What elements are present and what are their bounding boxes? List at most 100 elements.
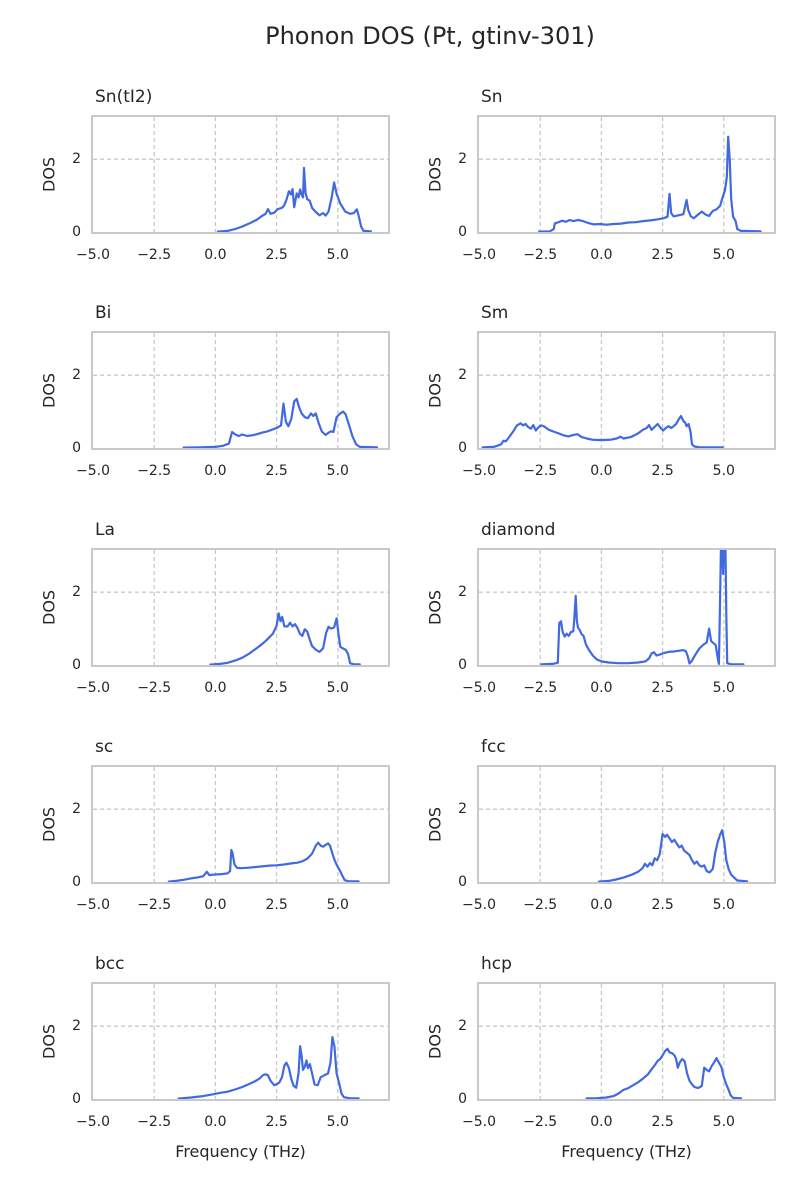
x-tick-label: 2.5 bbox=[651, 247, 674, 263]
x-tick-label: 2.5 bbox=[651, 1114, 674, 1130]
plot-area bbox=[91, 765, 390, 884]
x-tick-label: −2.5 bbox=[523, 463, 558, 479]
subplot-hcp: hcp DOS Frequency (THz) 0 2 −5.0 −2.5 0.0 2.5… bbox=[414, 954, 794, 1184]
y-axis-label: DOS bbox=[425, 589, 445, 626]
subplot-title: Sm bbox=[481, 303, 509, 323]
y-tick-label: 0 bbox=[72, 874, 81, 890]
x-tick-label: −5.0 bbox=[462, 897, 496, 913]
plot-area bbox=[91, 982, 390, 1101]
subplot-title: diamond bbox=[481, 520, 556, 540]
y-tick-label: 2 bbox=[458, 151, 467, 168]
dos-curve bbox=[585, 1047, 743, 1099]
x-tick-label: 2.5 bbox=[651, 897, 674, 913]
x-tick-label: −2.5 bbox=[523, 247, 558, 263]
plot-area bbox=[91, 331, 390, 450]
x-tick-label: 2.5 bbox=[651, 463, 674, 479]
y-tick-label: 2 bbox=[72, 367, 81, 384]
dos-chart-svg bbox=[93, 984, 388, 1099]
dos-curve bbox=[182, 397, 379, 448]
dos-chart-svg bbox=[93, 767, 388, 882]
dos-curve bbox=[177, 1035, 360, 1099]
subplot-title: bcc bbox=[95, 954, 125, 974]
x-tick-label: −5.0 bbox=[76, 1114, 110, 1130]
x-tick-label: 5.0 bbox=[712, 897, 735, 913]
x-tick-label: −2.5 bbox=[137, 247, 172, 263]
y-axis-label: DOS bbox=[425, 372, 445, 409]
x-tick-label: 0.0 bbox=[590, 680, 613, 696]
x-tick-label: 2.5 bbox=[265, 463, 288, 479]
x-tick-label: 2.5 bbox=[265, 897, 288, 913]
x-tick-label: −2.5 bbox=[137, 463, 172, 479]
subplot-la: La DOS 0 2 −5.0 −2.5 0.0 2.5 5.0 bbox=[28, 520, 408, 708]
y-tick-label: 0 bbox=[458, 1091, 467, 1107]
x-tick-label: 0.0 bbox=[204, 680, 227, 696]
x-tick-label: 0.0 bbox=[590, 247, 613, 263]
subplot-title: fcc bbox=[481, 737, 506, 757]
x-tick-label: 5.0 bbox=[326, 463, 349, 479]
x-tick-label: 5.0 bbox=[712, 680, 735, 696]
subplot-sn-ti2: Sn(tI2) DOS 0 2 −5.0 −2.5 0.0 2.5 5.0 bbox=[28, 87, 408, 275]
x-tick-label: 5.0 bbox=[326, 1114, 349, 1130]
subplot-title: Bi bbox=[95, 303, 112, 323]
plot-area bbox=[477, 331, 776, 450]
plot-area bbox=[91, 548, 390, 667]
subplot-title: Sn(tI2) bbox=[95, 87, 153, 107]
y-tick-label: 2 bbox=[458, 1018, 467, 1035]
x-tick-label: −5.0 bbox=[76, 463, 110, 479]
dos-chart-svg bbox=[93, 333, 388, 448]
y-axis-label: DOS bbox=[39, 806, 59, 843]
y-tick-label: 0 bbox=[72, 440, 81, 456]
y-axis-label: DOS bbox=[425, 1023, 445, 1060]
y-tick-label: 2 bbox=[72, 151, 81, 168]
y-tick-label: 2 bbox=[458, 584, 467, 601]
x-tick-label: 0.0 bbox=[590, 897, 613, 913]
y-tick-label: 0 bbox=[458, 440, 467, 456]
x-tick-label: −2.5 bbox=[137, 1114, 172, 1130]
x-axis-label: Frequency (THz) bbox=[175, 1142, 306, 1161]
dos-chart-svg bbox=[479, 767, 774, 882]
x-tick-label: −5.0 bbox=[462, 247, 496, 263]
plot-area bbox=[477, 548, 776, 667]
x-tick-label: −5.0 bbox=[76, 897, 110, 913]
dos-curve bbox=[540, 550, 745, 665]
y-tick-label: 0 bbox=[72, 224, 81, 240]
x-tick-label: 2.5 bbox=[651, 680, 674, 696]
plot-area bbox=[477, 982, 776, 1101]
x-tick-label: −5.0 bbox=[76, 247, 110, 263]
x-tick-label: 5.0 bbox=[712, 247, 735, 263]
x-tick-label: −5.0 bbox=[462, 463, 496, 479]
subplot-sm: Sm DOS 0 2 −5.0 −2.5 0.0 2.5 5.0 bbox=[414, 303, 794, 491]
y-tick-label: 2 bbox=[458, 367, 467, 384]
subplot-title: Sn bbox=[481, 87, 503, 107]
y-axis-label: DOS bbox=[39, 1023, 59, 1060]
y-tick-label: 0 bbox=[458, 874, 467, 890]
y-tick-label: 0 bbox=[458, 224, 467, 240]
dos-curve bbox=[209, 612, 361, 665]
x-tick-label: 5.0 bbox=[712, 463, 735, 479]
subplot-sn: Sn DOS 0 2 −5.0 −2.5 0.0 2.5 5.0 bbox=[414, 87, 794, 275]
x-tick-label: 5.0 bbox=[326, 897, 349, 913]
y-tick-label: 2 bbox=[72, 1018, 81, 1035]
dos-chart-svg bbox=[479, 333, 774, 448]
subplot-bi: Bi DOS 0 2 −5.0 −2.5 0.0 2.5 5.0 bbox=[28, 303, 408, 491]
plot-area bbox=[477, 115, 776, 234]
subplot-fcc: fcc DOS 0 2 −5.0 −2.5 0.0 2.5 5.0 bbox=[414, 737, 794, 925]
x-tick-label: 2.5 bbox=[265, 247, 288, 263]
x-tick-label: −2.5 bbox=[523, 1114, 558, 1130]
x-tick-label: −2.5 bbox=[523, 680, 558, 696]
dos-curve bbox=[481, 414, 724, 448]
x-tick-label: 0.0 bbox=[590, 463, 613, 479]
x-tick-label: 5.0 bbox=[326, 680, 349, 696]
subplot-diamond: diamond DOS 0 2 −5.0 −2.5 0.0 2.5 5.0 bbox=[414, 520, 794, 708]
plot-area bbox=[477, 765, 776, 884]
y-tick-label: 2 bbox=[72, 801, 81, 818]
y-tick-label: 0 bbox=[72, 657, 81, 673]
y-tick-label: 0 bbox=[72, 1091, 81, 1107]
x-tick-label: −5.0 bbox=[76, 680, 110, 696]
dos-curve bbox=[216, 166, 372, 232]
y-tick-label: 0 bbox=[458, 657, 467, 673]
subplot-title: hcp bbox=[481, 954, 512, 974]
x-tick-label: −5.0 bbox=[462, 680, 496, 696]
x-tick-label: 0.0 bbox=[204, 1114, 227, 1130]
x-tick-label: 0.0 bbox=[204, 897, 227, 913]
